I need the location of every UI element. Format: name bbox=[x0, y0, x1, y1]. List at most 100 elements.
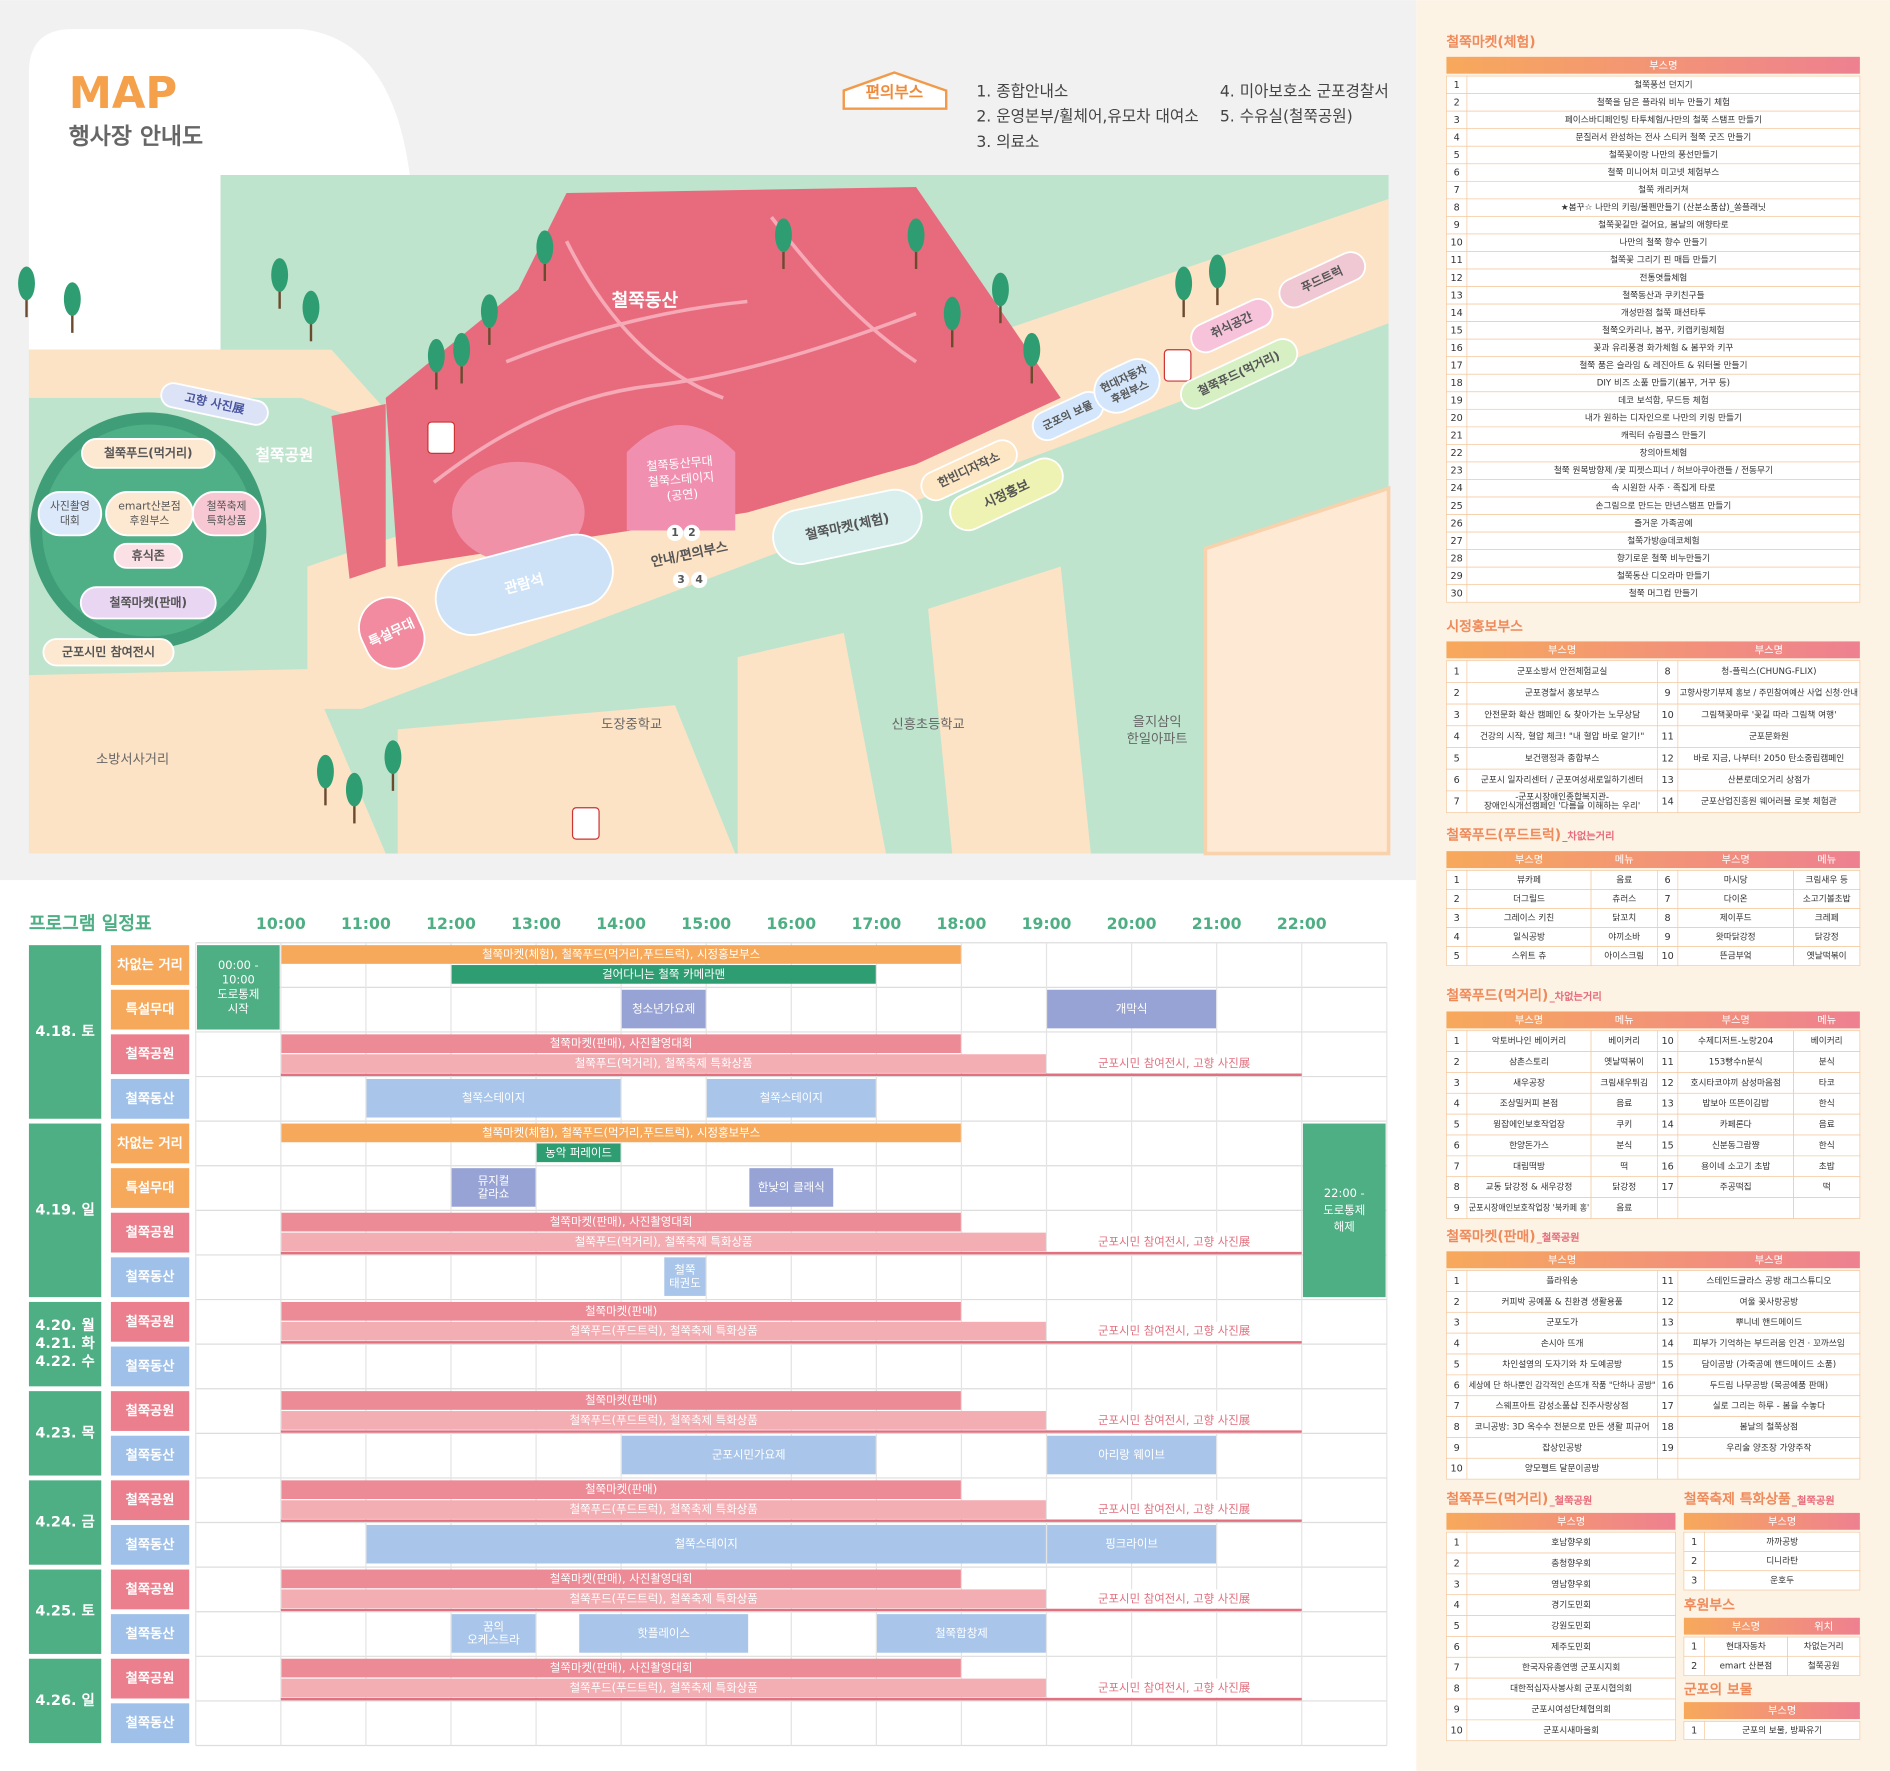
cell-text: 그림책꽃마루 '꽃길 따라 그림책 여행' bbox=[1701, 708, 1836, 720]
map-pill bbox=[37, 491, 103, 537]
map-label: 철쭉동산 bbox=[612, 291, 679, 312]
tree bbox=[427, 338, 445, 373]
cell-text: 세상에 단 하나뿐인 감각적인 손뜨개 작품 "단하나 공방" bbox=[1469, 1379, 1656, 1391]
column-header: 부스명 bbox=[1548, 1254, 1576, 1266]
schedule-block bbox=[281, 1411, 1046, 1430]
venue-cell bbox=[110, 1034, 190, 1075]
cell-text: 13 bbox=[1451, 290, 1463, 301]
schedule-block bbox=[1047, 1524, 1217, 1564]
map-pill bbox=[1190, 298, 1274, 354]
map-label: 후원부스 bbox=[130, 514, 170, 527]
day-cell bbox=[28, 1123, 102, 1298]
cell-text: 2 bbox=[1454, 1558, 1460, 1569]
cell-text: 24 bbox=[1451, 483, 1463, 494]
cell-text: 11 bbox=[1451, 255, 1463, 266]
section-title: 철쭉축제 특화상품 bbox=[1684, 1492, 1791, 1508]
cell-text: 8 bbox=[1665, 913, 1671, 924]
block-label: 아리랑 웨이브 bbox=[1098, 1448, 1165, 1462]
venue-label: 철쭉공원 bbox=[126, 1581, 175, 1597]
table-cell bbox=[1466, 584, 1861, 603]
table-cell bbox=[1793, 1197, 1861, 1219]
venue-label: 철쭉동산 bbox=[126, 1447, 175, 1464]
cell-text: 바로 지금, 나부터! 2050 탄소중립캠페인 bbox=[1693, 752, 1844, 764]
cell-text: 4 bbox=[1454, 732, 1460, 743]
cell-text: 안전문화 확산 캠페인 & 찾아가는 노무상담 bbox=[1484, 708, 1640, 720]
map-pill bbox=[666, 524, 684, 542]
column-header: 부스명 bbox=[1722, 1015, 1750, 1027]
legend-item: 5. 수유실(철쭉공원) bbox=[1220, 107, 1353, 126]
column-header: 부스명 bbox=[1548, 644, 1576, 656]
column-header: 메뉴 bbox=[1615, 854, 1634, 866]
cell-text: 4 bbox=[1454, 1339, 1460, 1350]
cell-text: 1 bbox=[1454, 1538, 1460, 1549]
road-closure-end bbox=[1302, 1123, 1386, 1298]
cell-text: 커피박 공예품 & 친환경 생활용품 bbox=[1501, 1295, 1622, 1307]
block-label: 철쭉마켓(체험), 철쭉푸드(먹거리,푸드트럭), 시정홍보부스 bbox=[482, 1125, 760, 1139]
cell-text: 경기도민회 bbox=[1551, 1599, 1591, 1611]
block-label: 철쭉푸드(푸드트럭), 철쭉축제 특화상품 bbox=[570, 1591, 758, 1605]
cell-text: 조상밀커피 본점 bbox=[1500, 1097, 1559, 1109]
cell-text: 청-플릭스(CHUNG-FLIX) bbox=[1721, 665, 1816, 677]
cell-text: -군포시장애인종합복지관- bbox=[1515, 792, 1609, 803]
block-label: 갈라쇼 bbox=[478, 1187, 510, 1201]
cell-text: 음료 bbox=[1616, 874, 1632, 885]
cell-text: 데코 보석함, 무드등 체험 bbox=[1618, 395, 1709, 406]
cell-text: 12 bbox=[1661, 1078, 1673, 1089]
cell-text: 1 bbox=[1454, 667, 1460, 678]
tree bbox=[18, 266, 35, 301]
cell-text: 소고기볼초밥 bbox=[1803, 894, 1851, 905]
map-pill bbox=[358, 596, 426, 670]
cell-text: 현대자동차 bbox=[1726, 1641, 1766, 1652]
cell-text: 16 bbox=[1451, 343, 1463, 354]
section-title: 후원부스 bbox=[1684, 1598, 1735, 1614]
schedule-block bbox=[281, 1569, 961, 1589]
block-label: 오케스트라 bbox=[467, 1633, 520, 1647]
cell-text: 아이스크림 bbox=[1604, 950, 1644, 962]
block-label: 철쭉푸드(먹거리), 철쭉축제 특화상품 bbox=[575, 1056, 753, 1070]
cell-text: 다이온 bbox=[1724, 894, 1748, 905]
table-header bbox=[1683, 1617, 1860, 1635]
cell-text: 15 bbox=[1661, 1359, 1673, 1370]
cell-text: 20 bbox=[1451, 413, 1463, 424]
schedule-block bbox=[281, 1034, 961, 1054]
map-label: 소방서사거리 bbox=[96, 752, 169, 768]
cell-text: 분식 bbox=[1819, 1057, 1835, 1068]
cell-text: 9 bbox=[1454, 1443, 1460, 1454]
cell-text: 4 bbox=[1454, 932, 1460, 943]
block-label: 군포시민가요제 bbox=[712, 1448, 786, 1462]
stage-dome bbox=[626, 425, 736, 531]
cell-text: 8 bbox=[1454, 1684, 1460, 1695]
cell-text: 2 bbox=[1454, 688, 1460, 699]
cell-text: 22 bbox=[1451, 448, 1463, 459]
venue-label: 철쭉공원 bbox=[126, 1492, 175, 1508]
schedule-block bbox=[664, 1257, 706, 1296]
venue-cell bbox=[110, 1435, 190, 1476]
cell-text: 14 bbox=[1451, 308, 1463, 319]
cell-text: 1 bbox=[1691, 1642, 1697, 1653]
block-label: 철쭉스테이지 bbox=[760, 1091, 823, 1105]
block bbox=[397, 705, 736, 854]
road-closure-label: 22:00 - bbox=[1324, 1186, 1365, 1200]
cell-text: 18 bbox=[1451, 378, 1463, 389]
venue-cell bbox=[110, 1480, 190, 1521]
cell-text: 뷰카페 bbox=[1517, 874, 1541, 885]
cell-text: 군포도가 bbox=[1546, 1317, 1578, 1328]
map-pill bbox=[81, 438, 216, 469]
cell-text: 스위트 츄 bbox=[1512, 951, 1547, 962]
venue-cell bbox=[110, 1703, 190, 1744]
time-label: 21:00 bbox=[1192, 914, 1242, 933]
map bbox=[28, 71, 1391, 856]
cell-text: 문질러서 완성하는 전사 스티커 철쭉 굿즈 만들기 bbox=[1575, 131, 1751, 143]
cell-text: 철쭉동산 디오라마 만들기 bbox=[1617, 570, 1710, 581]
cell-text: 3 bbox=[1454, 710, 1460, 721]
block-label: 개막식 bbox=[1116, 1002, 1148, 1016]
schedule-block bbox=[281, 945, 961, 964]
time-label: 11:00 bbox=[341, 914, 391, 933]
venue-label: 철쭉동산 bbox=[126, 1536, 175, 1553]
schedule-block bbox=[281, 1321, 1046, 1341]
venue-label: 차없는 거리 bbox=[117, 1135, 183, 1151]
cell-text: 9 bbox=[1665, 688, 1671, 699]
road-closure-start bbox=[196, 945, 280, 1030]
